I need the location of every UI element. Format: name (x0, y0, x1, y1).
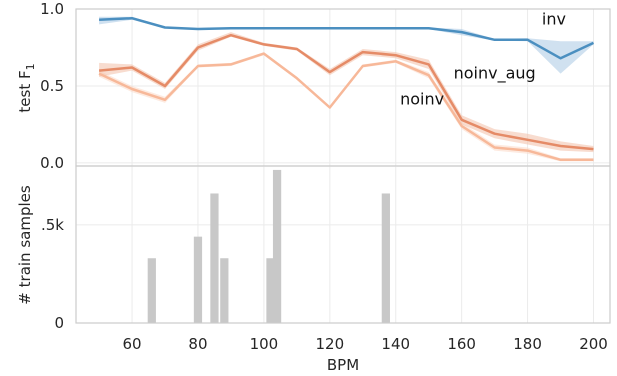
f1-y-tick-label: 0.0 (40, 154, 64, 172)
f1-confidence-bands (99, 16, 594, 162)
samples-bars (147, 169, 390, 323)
f1-y-tick-label: 1.0 (40, 0, 64, 18)
bpm-x-tick-label: 120 (315, 335, 344, 353)
bpm-x-tick-labels: 60 80 100 120 140 160 180 200 (122, 335, 607, 353)
samples-bar (193, 236, 203, 323)
f1-series-lines (98, 16, 595, 162)
samples-gridlines (76, 166, 610, 324)
samples-bar (147, 258, 156, 323)
samples-panel-frame (75, 165, 611, 324)
bpm-x-tick-label: 100 (250, 335, 279, 353)
series-label-noinv: noinv (400, 89, 444, 108)
band-noinv (99, 52, 594, 162)
series-label-inv: inv (542, 9, 566, 28)
bpm-x-tick-label: 60 (122, 335, 141, 353)
bpm-x-tick-label: 80 (188, 335, 207, 353)
f1-y-axis-label-main: test F (16, 70, 34, 112)
bpm-x-tick-label: 180 (513, 335, 542, 353)
line-inv (99, 16, 595, 60)
bpm-x-tick-label: 200 (579, 335, 608, 353)
samples-bar (266, 258, 275, 323)
samples-bar (272, 169, 282, 323)
f1-y-tick-labels: 0.0 0.5 1.0 (40, 0, 64, 172)
samples-y-tick-label: .5k (41, 216, 64, 234)
samples-bar (210, 193, 219, 323)
series-label-noinv_aug: noinv_aug (454, 63, 536, 83)
line-noinv (98, 52, 594, 162)
f1-y-tick-label: 0.5 (40, 77, 64, 95)
samples-y-tick-labels: 0 .5k (41, 216, 64, 332)
f1-y-axis-label: test F1 (16, 63, 37, 112)
bpm-x-tick-label: 140 (381, 335, 410, 353)
line-noinv_aug (98, 33, 594, 151)
bpm-x-axis-label: BPM (327, 356, 359, 374)
samples-y-axis-label: # train samples (16, 185, 34, 305)
samples-y-tick-label: 0 (54, 314, 64, 332)
samples-bar (220, 258, 229, 323)
bpm-x-tick-label: 160 (447, 335, 476, 353)
f1-y-axis-label-subscript: 1 (24, 63, 37, 70)
samples-bar-panel: 0 .5k 60 80 100 120 140 160 180 200 # train samp… (16, 165, 611, 374)
samples-bar (381, 193, 390, 323)
